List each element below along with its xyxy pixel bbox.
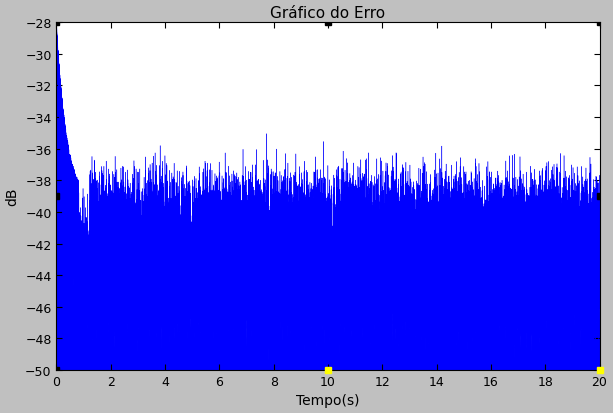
Title: Gráfico do Erro: Gráfico do Erro [270, 5, 386, 21]
X-axis label: Tempo(s): Tempo(s) [296, 394, 360, 408]
Y-axis label: dB: dB [6, 188, 20, 206]
